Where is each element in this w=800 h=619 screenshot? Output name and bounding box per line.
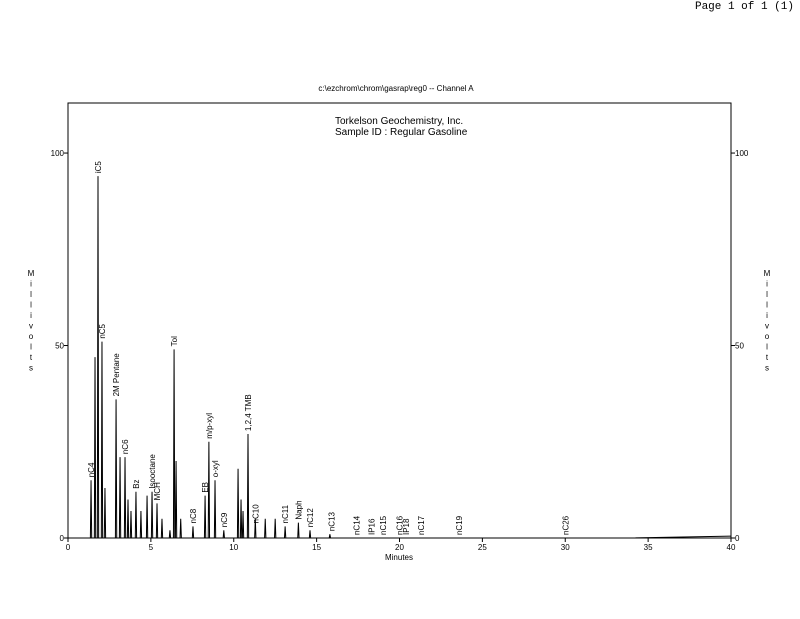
peak-label: iC5: [94, 161, 103, 174]
peak-label: MCH: [153, 482, 162, 500]
peak-label: nC13: [328, 511, 337, 531]
peak-label: nC4: [87, 462, 96, 477]
x-axis-label: Minutes: [385, 553, 413, 562]
peak-label: nC14: [352, 515, 361, 535]
peak-label: nC10: [251, 504, 260, 524]
peak-label: o-xyl: [211, 460, 220, 477]
x-tick-label: 10: [229, 543, 238, 552]
peak-label: nC12: [306, 508, 315, 528]
x-tick-label: 0: [66, 543, 71, 552]
y-tick-label: 100: [51, 149, 65, 158]
peak-label: nC16: [396, 515, 405, 535]
peak-label: nC9: [220, 512, 229, 527]
x-tick-label: 35: [644, 543, 653, 552]
peak-label: EB: [201, 482, 210, 493]
y2-tick-label: 0: [735, 534, 740, 543]
plot-frame: [67, 102, 732, 539]
peak-label: Bz: [132, 479, 141, 488]
x-tick-label: 30: [561, 543, 570, 552]
x-tick-label: 25: [478, 543, 487, 552]
peak-label: 1,2,4 TMB: [244, 394, 253, 431]
y-tick-label: 50: [55, 342, 64, 351]
trace: [68, 176, 732, 539]
file-title: c:\ezchrom\chrom\gasrap\reg0 -- Channel …: [318, 84, 474, 93]
peak-label: nC26: [561, 515, 570, 535]
x-tick-label: 5: [149, 543, 154, 552]
peak-label: Tol: [170, 336, 179, 346]
x-tick-label: 20: [395, 543, 404, 552]
peak-label: nC17: [417, 515, 426, 535]
peak-label: 2M Pentane: [112, 353, 121, 397]
peak-label: nC11: [281, 504, 290, 523]
chart-title: Torkelson Geochemistry, Inc.: [335, 116, 463, 127]
peak-label: nC15: [379, 515, 388, 535]
chart-subtitle: Sample ID : Regular Gasoline: [335, 127, 468, 138]
x-tick-label: 40: [727, 543, 736, 552]
peak-label: IP18: [402, 518, 411, 535]
peak-label: nC5: [98, 323, 107, 338]
peak-label: m/p-xyl: [205, 413, 214, 439]
y2-tick-label: 100: [735, 149, 749, 158]
page-label: Page 1 of 1 (1): [695, 1, 794, 13]
peak-label: IP16: [367, 518, 376, 535]
peak-label: nC8: [189, 508, 198, 523]
x-tick-label: 15: [312, 543, 321, 552]
peak-label: nC19: [455, 515, 464, 535]
peak-label: Isooctane: [148, 454, 157, 489]
peak-label: nC6: [121, 439, 130, 454]
y-tick-label: 0: [60, 534, 65, 543]
y2-tick-label: 50: [735, 342, 744, 351]
peak-label: Naph: [294, 500, 303, 519]
